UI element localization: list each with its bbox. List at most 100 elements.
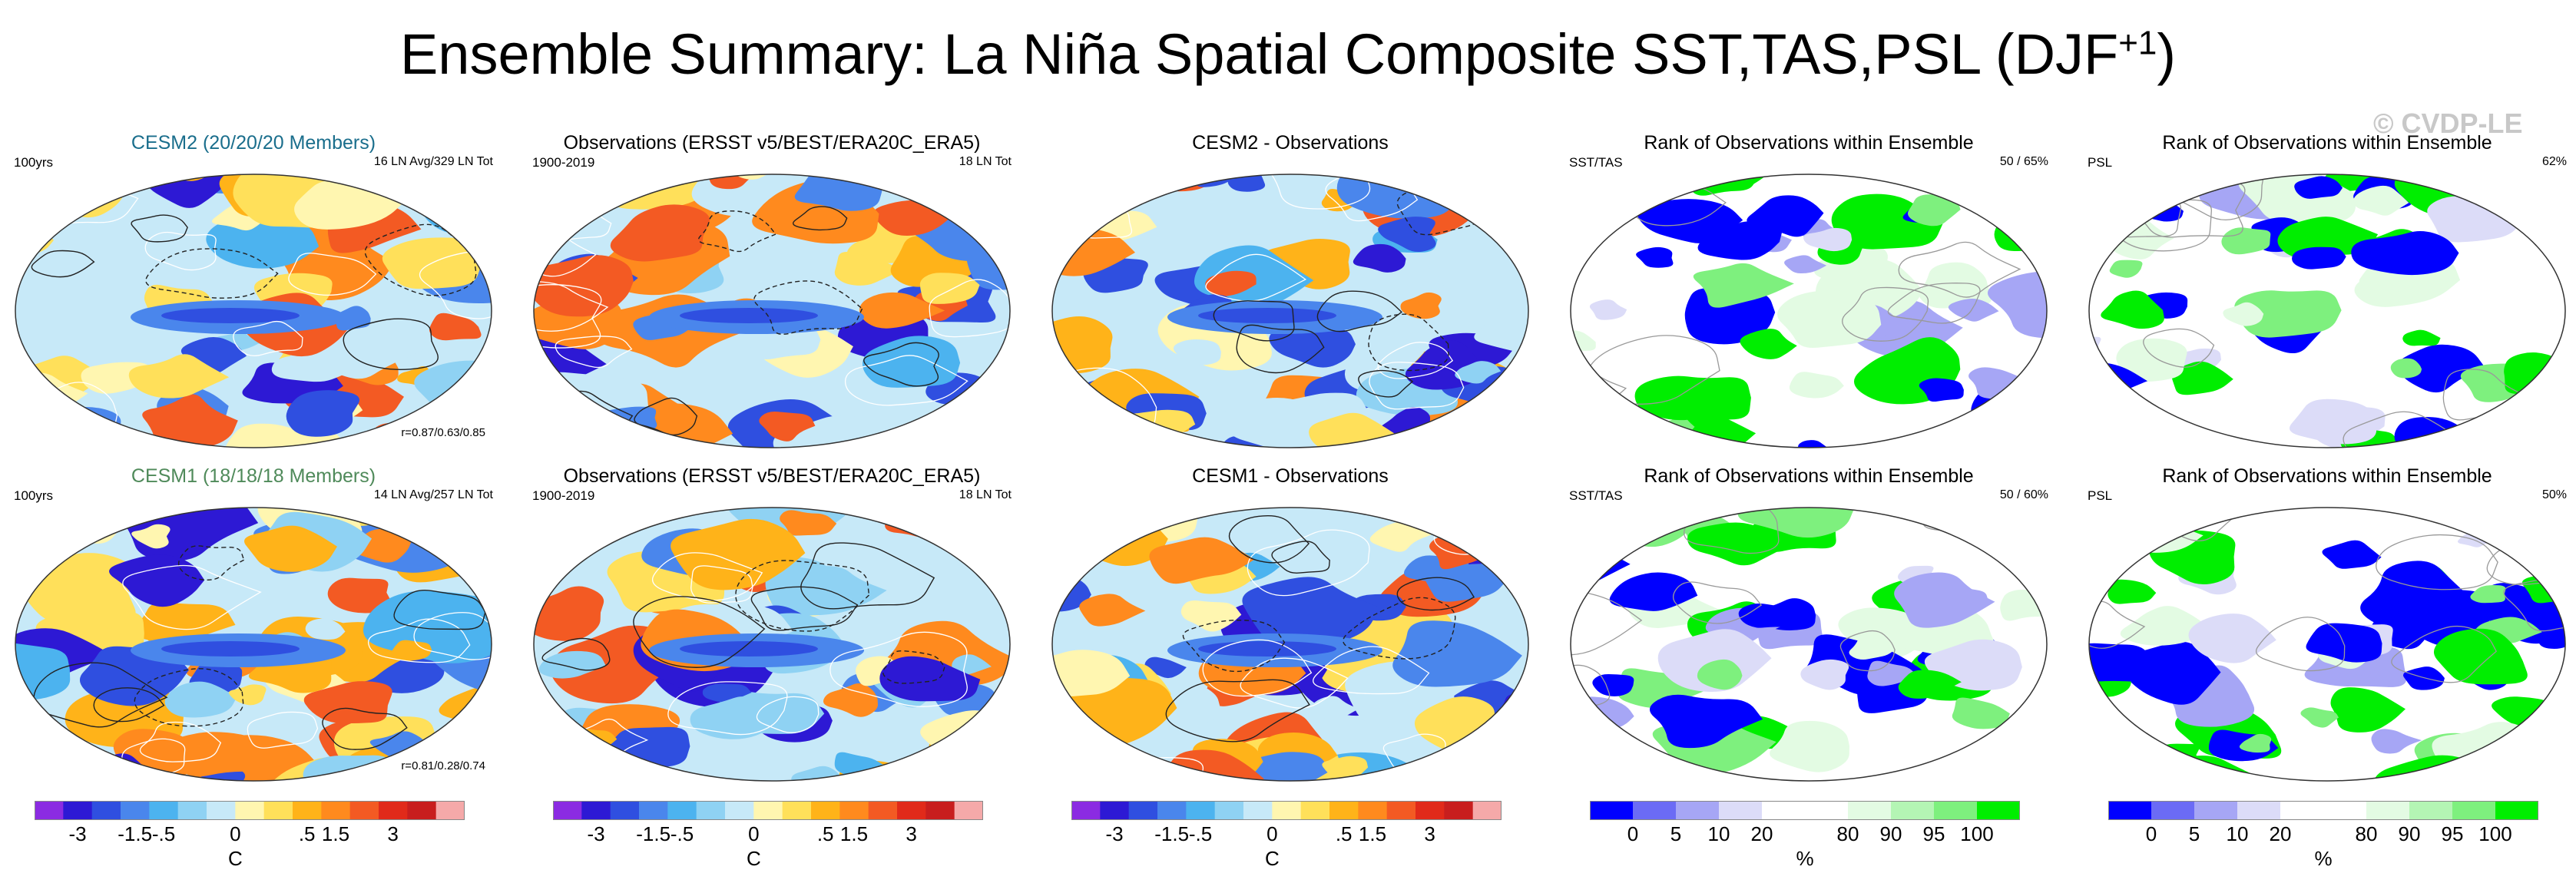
coastline: [233, 320, 303, 357]
colorbar-tick-label: -1.5: [118, 822, 153, 845]
anomaly-region: [1061, 508, 1159, 533]
colorbar-segment: [1805, 801, 1849, 820]
coastline: [2503, 573, 2565, 632]
panel-left-label: PSL: [2088, 488, 2113, 503]
rank-region: [1907, 194, 1961, 227]
anomaly-region: [670, 518, 806, 590]
coastline: [367, 618, 471, 663]
map-panel-p4: Rank of Observations within Ensemble SST/…: [1555, 132, 2062, 462]
map-panel-p2: Observations (ERSST v5/BEST/ERA20C_ERA5)…: [518, 132, 1025, 462]
rank-region: [2289, 399, 2377, 445]
rank-region: [1684, 288, 1776, 345]
rank-region: [1798, 440, 1830, 448]
rank-region: [2359, 266, 2397, 291]
coastline: [122, 564, 262, 630]
anomaly-region: [765, 557, 877, 616]
anomaly-region: [534, 255, 634, 317]
psl-contour: [792, 206, 848, 231]
anomaly-region: [128, 354, 230, 399]
colorbar-segment: [1100, 801, 1130, 820]
coastline: [15, 174, 139, 228]
panel-right-label: 50 / 60%: [1999, 488, 2048, 501]
colorbar-tick-label: 90: [1879, 822, 1902, 845]
rank-region: [2360, 561, 2469, 629]
colorbar-unit: C: [746, 847, 761, 870]
colorbar-segment: [2452, 801, 2496, 820]
coastline: [2089, 600, 2146, 649]
rank-region: [1909, 508, 1975, 524]
colorbar-segment: [1214, 801, 1244, 820]
colorbar-segment: [293, 801, 322, 820]
anomaly-region: [690, 696, 778, 739]
colorbar-tick-label: 3: [387, 822, 399, 845]
anomaly-region: [538, 650, 606, 679]
rank-region: [2109, 260, 2143, 278]
panel-right-label: 50 / 65%: [1999, 155, 2048, 168]
coastline: [1377, 342, 1454, 379]
colorbar-segment: [349, 801, 379, 820]
anomaly-region: [534, 398, 582, 435]
anomaly-region: [759, 411, 816, 442]
colorbar-segment: [321, 801, 351, 820]
colorbar-segment: [1358, 801, 1388, 820]
anomaly-region: [1400, 292, 1442, 319]
panel-title: Rank of Observations within Ensemble: [2162, 132, 2492, 154]
colorbar-tick-label: 0: [1266, 822, 1278, 845]
rank-region: [1592, 673, 1634, 696]
psl-contour: [735, 560, 870, 632]
coastline: [2011, 511, 2047, 559]
panel-left-label: 1900-2019: [532, 155, 595, 170]
rank-region: [1919, 378, 1964, 402]
colorbar-segment: [725, 801, 754, 820]
anomaly-region: [15, 642, 71, 700]
rank-region: [1634, 375, 1751, 421]
anomaly-region: [879, 656, 981, 702]
coastline: [1240, 657, 1349, 709]
rank-region: [2531, 623, 2565, 649]
anomaly-region: [450, 174, 492, 213]
coastline: [1247, 529, 1370, 597]
rank-region: [1849, 634, 1896, 660]
psl-contour: [1358, 369, 1414, 398]
title-superscript: +1: [2118, 24, 2157, 62]
colorbar-segment: [1243, 801, 1273, 820]
anomaly-region: [1242, 577, 1380, 647]
colorbar-segment: [753, 801, 783, 820]
coastline: [413, 612, 492, 660]
anomaly-region: [1064, 434, 1127, 448]
panel-right-label: 62%: [2541, 155, 2567, 168]
rank-region: [2120, 606, 2207, 646]
anomaly-region: [534, 372, 649, 438]
map-panel-p9: Rank of Observations within Ensemble SST/…: [1555, 465, 2062, 795]
psl-contour: [393, 590, 486, 630]
anomaly-region: [1455, 361, 1502, 384]
globe-outline: [15, 174, 492, 448]
panel-title: CESM1 - Observations: [1192, 465, 1389, 487]
colorbar-unit: %: [2314, 847, 2333, 870]
colorbar-frame: [553, 801, 983, 820]
map-globe: [1570, 174, 2048, 448]
coastline: [1922, 508, 2008, 535]
anomaly-region: [534, 508, 586, 538]
rank-region: [2018, 208, 2047, 229]
colorbar-segment: [696, 801, 726, 820]
psl-contour: [134, 668, 244, 727]
colorbar-segment: [610, 801, 640, 820]
psl-contour: [177, 545, 245, 580]
panel-title: Observations (ERSST v5/BEST/ERA20C_ERA5): [563, 465, 981, 487]
rank-region: [2171, 361, 2233, 395]
rank-region: [2390, 358, 2422, 379]
anomaly-region: [603, 406, 657, 434]
anomaly-region: [951, 733, 1010, 781]
colorbar-segment: [925, 801, 955, 820]
anomaly-region: [25, 407, 121, 448]
map-panel-p3: CESM2 - Observations: [1037, 132, 1544, 462]
anomaly-region: [962, 738, 1010, 771]
rank-region: [1737, 508, 1855, 538]
colorbar-tick-label: 5: [2188, 822, 2200, 845]
colorbar-tick-label: -.5: [1188, 822, 1213, 845]
colorbar-segment: [667, 801, 697, 820]
rank-region: [1571, 751, 1598, 781]
globe-outline: [1570, 174, 2048, 448]
colorbar-segment: [897, 801, 926, 820]
